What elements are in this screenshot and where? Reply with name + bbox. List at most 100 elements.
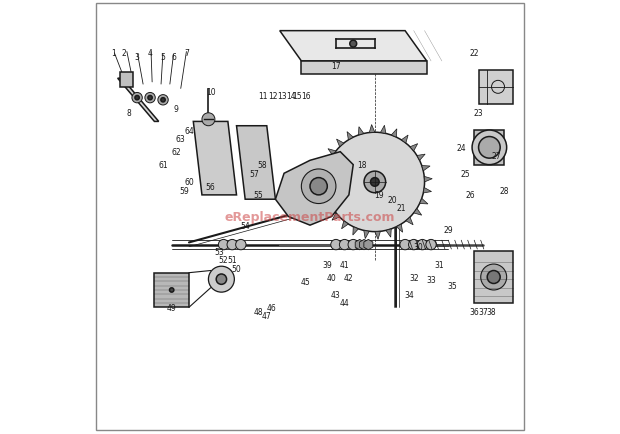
Polygon shape — [275, 152, 353, 226]
Text: 14: 14 — [286, 92, 295, 101]
Text: 38: 38 — [487, 307, 497, 316]
Text: 3: 3 — [135, 53, 140, 62]
Text: 46: 46 — [266, 303, 276, 312]
Polygon shape — [414, 209, 422, 216]
Circle shape — [364, 172, 386, 193]
Polygon shape — [417, 155, 425, 161]
Text: 12: 12 — [268, 92, 278, 101]
Polygon shape — [280, 32, 427, 62]
Text: 40: 40 — [327, 273, 337, 282]
Circle shape — [400, 240, 410, 250]
Text: 17: 17 — [331, 62, 341, 71]
Circle shape — [472, 131, 507, 165]
Text: 20: 20 — [388, 195, 397, 204]
Polygon shape — [410, 144, 418, 151]
Text: 18: 18 — [357, 161, 366, 170]
Polygon shape — [370, 125, 375, 133]
Polygon shape — [406, 217, 413, 225]
Polygon shape — [353, 227, 358, 236]
Polygon shape — [420, 199, 428, 204]
Text: 37: 37 — [478, 307, 488, 316]
Circle shape — [132, 93, 143, 104]
Text: 59: 59 — [180, 187, 190, 196]
Text: 50: 50 — [232, 264, 241, 273]
Text: 60: 60 — [184, 178, 194, 187]
Polygon shape — [391, 129, 397, 138]
Text: 44: 44 — [340, 299, 350, 308]
Polygon shape — [355, 240, 364, 250]
Circle shape — [158, 95, 168, 106]
Polygon shape — [154, 273, 189, 308]
Text: 28: 28 — [500, 187, 509, 196]
Circle shape — [371, 178, 379, 187]
Text: 11: 11 — [258, 92, 267, 101]
Text: 15: 15 — [292, 92, 302, 101]
Polygon shape — [401, 136, 408, 144]
Circle shape — [236, 240, 246, 250]
Circle shape — [479, 137, 500, 159]
Text: 48: 48 — [254, 307, 263, 316]
Polygon shape — [332, 214, 340, 221]
Text: 13: 13 — [277, 92, 286, 101]
Text: 57: 57 — [249, 169, 259, 178]
Polygon shape — [474, 131, 505, 165]
Text: 62: 62 — [171, 148, 181, 157]
Text: 7: 7 — [184, 49, 189, 58]
Text: 26: 26 — [465, 191, 475, 200]
Text: 31: 31 — [435, 260, 445, 269]
Circle shape — [227, 240, 237, 250]
Polygon shape — [301, 62, 427, 75]
Circle shape — [218, 240, 229, 250]
Polygon shape — [479, 70, 513, 105]
Text: 43: 43 — [331, 290, 341, 299]
Polygon shape — [364, 231, 370, 239]
Text: 24: 24 — [456, 144, 466, 152]
Polygon shape — [347, 132, 353, 141]
Text: 21: 21 — [396, 204, 405, 213]
Polygon shape — [328, 149, 336, 156]
Circle shape — [169, 288, 174, 293]
Polygon shape — [396, 224, 402, 233]
Text: 39: 39 — [322, 260, 332, 269]
Polygon shape — [337, 140, 344, 148]
Text: 32: 32 — [409, 273, 419, 282]
Circle shape — [330, 240, 341, 250]
Text: 6: 6 — [171, 53, 176, 62]
Text: 61: 61 — [158, 161, 168, 170]
Text: 9: 9 — [174, 105, 179, 114]
Polygon shape — [324, 204, 333, 210]
Text: 35: 35 — [448, 282, 458, 290]
Circle shape — [148, 96, 153, 101]
Circle shape — [350, 41, 356, 48]
Polygon shape — [322, 161, 330, 166]
Polygon shape — [318, 171, 326, 177]
Text: 51: 51 — [228, 256, 237, 265]
Polygon shape — [319, 194, 328, 199]
Polygon shape — [236, 126, 275, 200]
Text: 22: 22 — [469, 49, 479, 58]
Circle shape — [202, 114, 215, 126]
Text: 33: 33 — [426, 275, 436, 284]
Text: 52: 52 — [219, 256, 228, 265]
Text: 1: 1 — [111, 49, 116, 58]
Text: 2: 2 — [122, 49, 126, 58]
Text: 25: 25 — [461, 169, 471, 178]
Text: 63: 63 — [175, 135, 185, 144]
Circle shape — [348, 240, 358, 250]
Polygon shape — [360, 240, 368, 250]
Circle shape — [325, 133, 425, 232]
Text: 36: 36 — [469, 307, 479, 316]
Text: 64: 64 — [184, 126, 194, 135]
Polygon shape — [358, 128, 364, 136]
Text: 19: 19 — [374, 191, 384, 200]
Polygon shape — [364, 240, 373, 250]
Polygon shape — [474, 251, 513, 303]
Circle shape — [409, 240, 419, 250]
Circle shape — [161, 99, 165, 103]
Text: 54: 54 — [241, 221, 250, 230]
Text: 45: 45 — [301, 277, 311, 286]
Text: 34: 34 — [404, 290, 414, 299]
Text: 41: 41 — [340, 260, 350, 269]
Text: 4: 4 — [148, 49, 153, 58]
Text: 49: 49 — [167, 303, 177, 312]
